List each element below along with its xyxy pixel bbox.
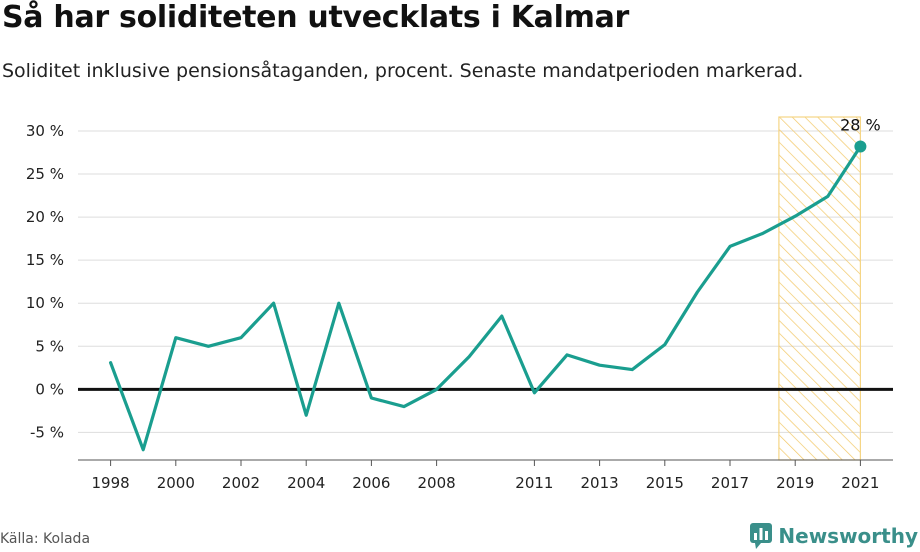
x-tick-label: 2000	[157, 474, 195, 492]
line-chart: 30 % 25 % 20 % 15 % 10 % 5 % 0 % -5 % 1998 2000 20…	[26, 115, 893, 492]
source-note: Källa: Kolada	[0, 531, 91, 547]
y-tick-label: 25 %	[26, 165, 64, 183]
highlight-period	[778, 116, 862, 461]
newsworthy-logo-icon	[750, 523, 773, 549]
y-tick-label: 10 %	[26, 294, 64, 312]
x-tick-label: 2017	[711, 474, 749, 492]
chart-title: Så har soliditeten utvecklats i Kalmar	[2, 0, 630, 35]
end-value-label: 28 %	[840, 115, 881, 134]
x-tick-label: 2002	[222, 474, 260, 492]
y-tick-label: 20 %	[26, 208, 64, 226]
x-tick-label: 2006	[352, 474, 390, 492]
end-point-marker	[854, 140, 867, 153]
x-tick-label: 2013	[581, 474, 619, 492]
y-tick-label: 0 %	[35, 380, 64, 398]
x-tick-label: 2008	[418, 474, 456, 492]
y-tick-label: 5 %	[35, 337, 64, 355]
y-tick-label: 15 %	[26, 251, 64, 269]
x-tick-label: 2021	[841, 474, 879, 492]
y-tick-label: 30 %	[26, 122, 64, 140]
x-tick-label: 1998	[92, 474, 130, 492]
chart-subtitle: Soliditet inklusive pensionsåtaganden, p…	[2, 60, 804, 82]
x-tick-label: 2004	[287, 474, 325, 492]
x-tick-label: 2011	[515, 474, 553, 492]
data-series-line	[108, 144, 863, 452]
y-tick-label: -5 %	[30, 423, 64, 441]
brand-logo: Newsworthy	[750, 520, 918, 552]
brand-name: Newsworthy	[778, 524, 918, 548]
x-tick-label: 2019	[776, 474, 814, 492]
x-tick-label: 2015	[646, 474, 684, 492]
